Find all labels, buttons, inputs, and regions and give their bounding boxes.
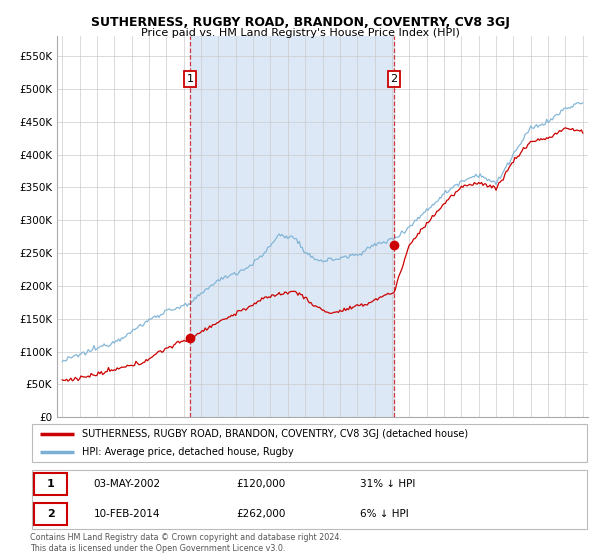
Text: 31% ↓ HPI: 31% ↓ HPI (360, 479, 415, 488)
FancyBboxPatch shape (34, 503, 67, 525)
Text: £262,000: £262,000 (236, 508, 286, 519)
Text: 2: 2 (47, 508, 55, 519)
Text: £120,000: £120,000 (236, 479, 286, 488)
Text: 1: 1 (47, 479, 55, 488)
Text: Contains HM Land Registry data © Crown copyright and database right 2024.
This d: Contains HM Land Registry data © Crown c… (30, 533, 342, 553)
Text: SUTHERNESS, RUGBY ROAD, BRANDON, COVENTRY, CV8 3GJ (detached house): SUTHERNESS, RUGBY ROAD, BRANDON, COVENTR… (82, 429, 468, 438)
Text: 1: 1 (187, 74, 194, 84)
FancyBboxPatch shape (32, 424, 587, 461)
Text: 10-FEB-2014: 10-FEB-2014 (94, 508, 160, 519)
FancyBboxPatch shape (32, 470, 587, 529)
FancyBboxPatch shape (34, 473, 67, 494)
Text: 03-MAY-2002: 03-MAY-2002 (94, 479, 160, 488)
Bar (190, 36, 394, 417)
Text: HPI: Average price, detached house, Rugby: HPI: Average price, detached house, Rugb… (82, 447, 294, 457)
Text: SUTHERNESS, RUGBY ROAD, BRANDON, COVENTRY, CV8 3GJ: SUTHERNESS, RUGBY ROAD, BRANDON, COVENTR… (91, 16, 509, 29)
Text: Price paid vs. HM Land Registry's House Price Index (HPI): Price paid vs. HM Land Registry's House … (140, 28, 460, 38)
Text: 2: 2 (391, 74, 398, 84)
Text: 6% ↓ HPI: 6% ↓ HPI (360, 508, 409, 519)
